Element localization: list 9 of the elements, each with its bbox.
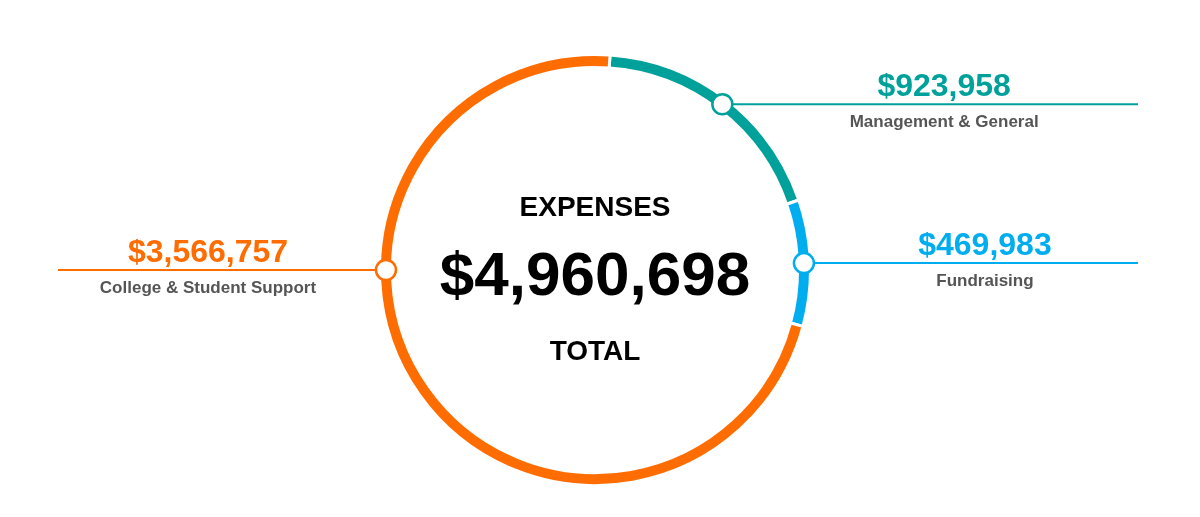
text: TOTAL xyxy=(549,334,641,366)
slice-label: College & Student Support xyxy=(99,278,317,298)
data-label: $3,566,757 xyxy=(127,233,289,269)
slice-label: Fundraising xyxy=(936,271,1034,291)
text: $4,960,698 xyxy=(439,239,751,309)
slice-label: Management & General xyxy=(849,112,1039,132)
text: EXPENSES xyxy=(519,190,671,222)
data-label: $923,958 xyxy=(877,67,1011,104)
data-label: $469,983 xyxy=(918,226,1052,263)
